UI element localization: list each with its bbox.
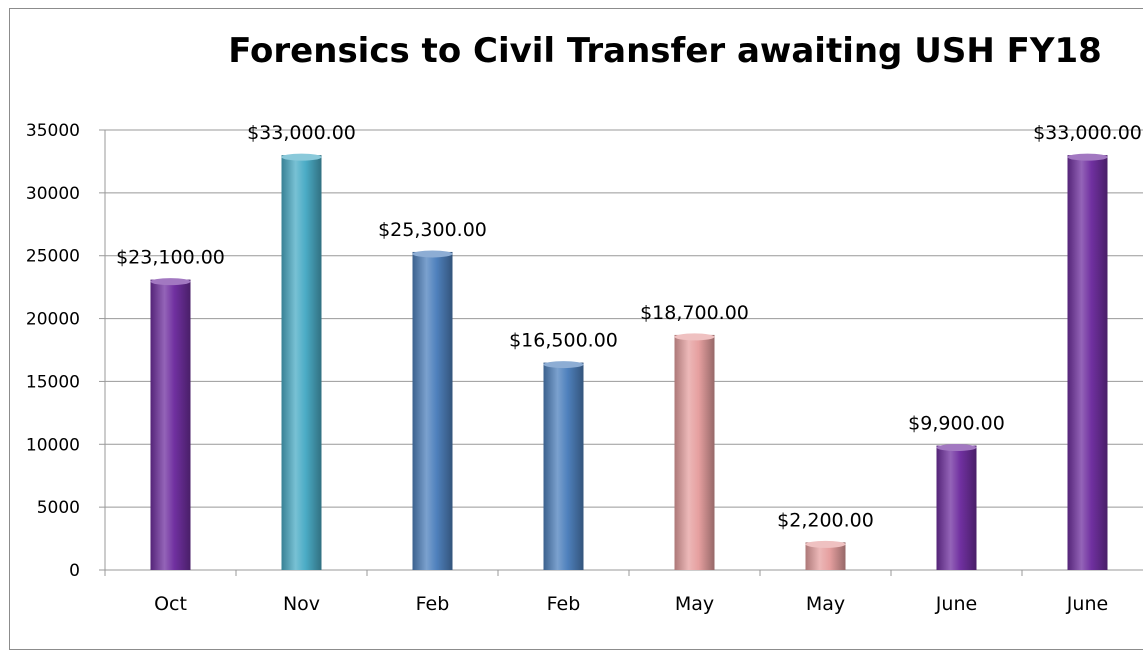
x-tick-label: May xyxy=(675,593,714,615)
bar-cap xyxy=(543,361,584,369)
labels-layer: 0 5000 10000 15000 20000 25000 30000 35000 $23,1… xyxy=(26,121,1142,615)
bar xyxy=(412,251,453,570)
bar-cap xyxy=(1067,153,1108,161)
y-tick-label: 35000 xyxy=(26,121,80,141)
data-label: $25,300.00 xyxy=(378,219,487,241)
bar-cap xyxy=(805,540,846,548)
y-tick-label: 10000 xyxy=(26,435,80,455)
x-tick-label: Oct xyxy=(154,593,187,615)
bar-cap xyxy=(674,333,715,341)
x-tick-label: June xyxy=(935,593,977,615)
chart-title: Forensics to Civil Transfer awaiting USH… xyxy=(228,31,1102,71)
x-tick-label: June xyxy=(1066,593,1108,615)
data-label: $33,000.00 xyxy=(1033,122,1142,144)
data-label: $2,200.00 xyxy=(777,509,874,531)
bar-chart: 0 5000 10000 15000 20000 25000 30000 35000 $23,1… xyxy=(26,121,1143,615)
y-tick-label: 0 xyxy=(69,561,80,581)
bars-layer xyxy=(150,153,1108,570)
x-tick-label: Feb xyxy=(416,593,450,615)
data-label: $33,000.00 xyxy=(247,122,356,144)
y-tick-label: 20000 xyxy=(26,310,80,330)
bar xyxy=(150,279,191,570)
grid-layer xyxy=(99,129,1143,576)
bar xyxy=(674,334,715,570)
bar xyxy=(281,155,322,570)
y-tick-label: 15000 xyxy=(26,372,80,392)
data-label: $23,100.00 xyxy=(116,247,225,269)
bar-cap xyxy=(412,250,453,258)
bar xyxy=(543,362,584,570)
bar-cap xyxy=(281,153,322,161)
bar-cap xyxy=(150,278,191,286)
x-tick-label: May xyxy=(806,593,845,615)
bar xyxy=(1067,155,1108,570)
bar xyxy=(936,445,977,570)
data-label: $18,700.00 xyxy=(640,302,749,324)
data-label: $9,900.00 xyxy=(908,413,1005,435)
y-tick-label: 5000 xyxy=(37,498,80,518)
data-label: $16,500.00 xyxy=(509,330,618,352)
x-tick-label: Nov xyxy=(283,593,320,615)
y-tick-label: 30000 xyxy=(26,184,80,204)
x-tick-label: Feb xyxy=(547,593,581,615)
y-tick-label: 25000 xyxy=(26,247,80,267)
bar-cap xyxy=(936,444,977,452)
